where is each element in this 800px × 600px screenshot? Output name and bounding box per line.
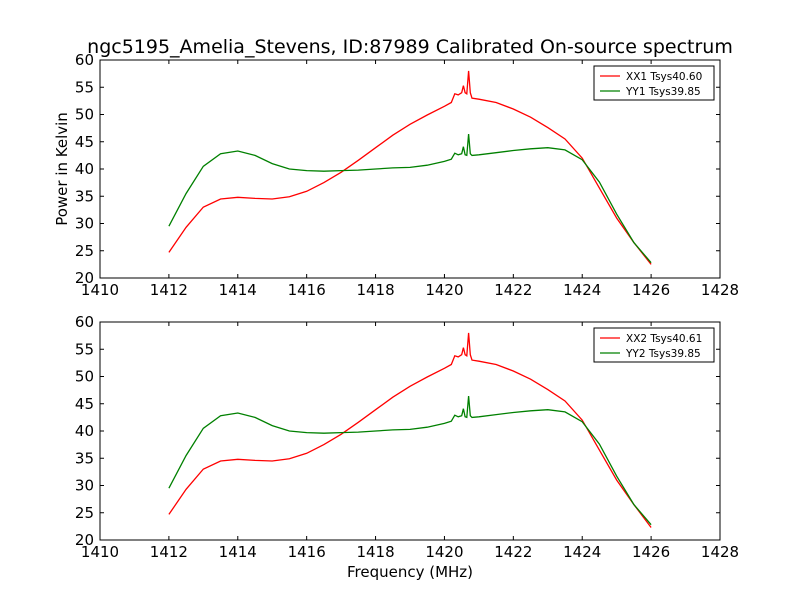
x-tick-label: 1410 — [81, 281, 119, 299]
legend: XX1 Tsys40.60 YY1 Tsys39.85 — [593, 65, 715, 101]
x-tick-label: 1418 — [356, 281, 394, 299]
y-tick-label: 35 — [75, 187, 94, 205]
legend-label: XX1 Tsys40.60 — [626, 71, 702, 83]
y-tick-label: 40 — [75, 422, 94, 440]
x-tick-label: 1428 — [701, 543, 739, 561]
y-tick-label: 35 — [75, 449, 94, 467]
y-tick-label: 25 — [75, 242, 94, 260]
y-tick-label: 45 — [75, 133, 94, 151]
series-line-yy — [168, 134, 652, 264]
legend-label: XX2 Tsys40.61 — [626, 333, 702, 345]
y-tick-label: 45 — [75, 395, 94, 413]
x-axis-label: Frequency (MHz) — [347, 563, 473, 581]
bottom-plot: 1410 1412 1414 1416 1418 1420 1422 1424 1426 1428… — [75, 313, 739, 561]
y-tick-label: 40 — [75, 160, 94, 178]
x-tick-label: 1414 — [219, 543, 257, 561]
series-line-xx — [168, 332, 652, 528]
x-tick-label: 1416 — [288, 281, 326, 299]
legend-box — [593, 65, 715, 101]
y-tick-label: 20 — [75, 269, 94, 287]
x-tick-label: 1428 — [701, 281, 739, 299]
x-tick-label: 1426 — [632, 281, 670, 299]
x-tick-label: 1426 — [632, 543, 670, 561]
x-tick-label: 1424 — [563, 543, 601, 561]
y-tick-label: 60 — [75, 51, 94, 69]
y-tick-label: 20 — [75, 531, 94, 549]
y-tick-label: 30 — [75, 215, 94, 233]
x-tick-label: 1418 — [356, 543, 394, 561]
top-plot: 1410 1412 1414 1416 1418 1420 1422 1424 1426 1428… — [75, 51, 739, 299]
x-tick-label: 1412 — [150, 281, 188, 299]
x-tick-label: 1420 — [425, 543, 463, 561]
x-tick-label: 1422 — [494, 543, 532, 561]
y-tick-label: 25 — [75, 504, 94, 522]
y-tick-label: 50 — [75, 368, 94, 386]
y-tick-label: 60 — [75, 313, 94, 331]
legend-box — [593, 327, 715, 363]
y-tick-label: 30 — [75, 477, 94, 495]
y-axis-label: Power in Kelvin — [53, 112, 71, 226]
y-tick-label: 50 — [75, 106, 94, 124]
legend-label: YY1 Tsys39.85 — [625, 86, 701, 98]
chart-title: ngc5195_Amelia_Stevens, ID:87989 Calibra… — [87, 36, 733, 58]
x-tick-label: 1416 — [288, 543, 326, 561]
x-tick-label: 1420 — [425, 281, 463, 299]
legend-label: YY2 Tsys39.85 — [625, 348, 701, 360]
x-tick-label: 1412 — [150, 543, 188, 561]
x-tick-label: 1414 — [219, 281, 257, 299]
x-tick-label: 1410 — [81, 543, 119, 561]
y-tick-label: 55 — [75, 340, 94, 358]
y-tick-label: 55 — [75, 78, 94, 96]
legend: XX2 Tsys40.61 YY2 Tsys39.85 — [593, 327, 715, 363]
series-line-xx — [168, 70, 652, 265]
x-tick-label: 1422 — [494, 281, 532, 299]
x-tick-label: 1424 — [563, 281, 601, 299]
series-line-yy — [168, 396, 652, 526]
